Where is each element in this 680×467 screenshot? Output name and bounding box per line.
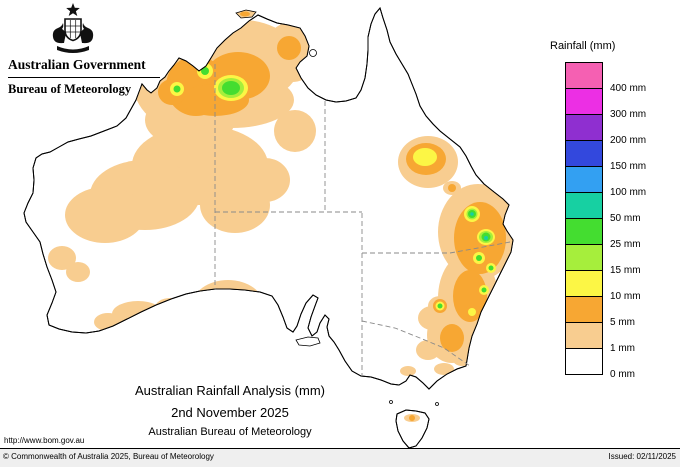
legend-swatch: 200 mm <box>565 114 646 146</box>
legend-entry-label: 300 mm <box>610 109 647 120</box>
state-borders <box>214 64 511 375</box>
footer-url: http://www.bom.gov.au <box>4 436 85 445</box>
footer-divider <box>0 448 680 449</box>
footer-issued: Issued: 02/11/2025 <box>608 452 676 461</box>
bureau-title: Bureau of Meteorology <box>8 82 132 96</box>
legend-rows: 400 mm 300 mm 200 mm 150 mm 100 mm 50 mm… <box>565 62 678 380</box>
legend-entry-label: 100 mm <box>610 187 647 198</box>
footer-bar: © Commonwealth of Australia 2025, Bureau… <box>0 449 680 467</box>
legend-swatch: 25 mm <box>565 218 641 250</box>
government-title: Australian Government <box>8 57 146 72</box>
coat-of-arms-icon <box>52 3 94 53</box>
legend-entry-label: 150 mm <box>610 161 647 172</box>
rain-band-50mm <box>470 212 488 240</box>
legend-swatch: 400 mm <box>565 62 646 94</box>
header: Australian Government Bureau of Meteorol… <box>8 2 183 97</box>
legend-entry-label: 200 mm <box>610 135 647 146</box>
legend-entry-label: 0 mm <box>610 369 635 380</box>
legend-entry-label: 5 mm <box>610 317 635 328</box>
legend-title: Rainfall (mm) <box>550 40 616 52</box>
legend-swatch: 10 mm <box>565 270 641 302</box>
legend-entry-label: 15 mm <box>610 265 641 276</box>
caption-organisation: Australian Bureau of Meteorology <box>148 426 312 438</box>
legend-entry-label: 50 mm <box>610 213 641 224</box>
legend-entry-label: 25 mm <box>610 239 641 250</box>
legend-swatch: 1 mm <box>565 322 635 354</box>
legend-entry-label: 1 mm <box>610 343 635 354</box>
legend-swatch: 150 mm <box>565 140 646 172</box>
rainfall-legend: Rainfall (mm) 400 mm 300 mm 200 mm 150 m… <box>548 40 678 380</box>
legend-swatch: 0 mm <box>565 348 635 380</box>
legend-entry-label: 400 mm <box>610 83 647 94</box>
legend-swatch: 300 mm <box>565 88 646 120</box>
islands <box>235 9 439 406</box>
legend-swatch: 5 mm <box>565 296 635 328</box>
map-caption: Australian Rainfall Analysis (mm) 2nd No… <box>70 383 390 438</box>
footer-copyright: © Commonwealth of Australia 2025, Bureau… <box>3 452 214 461</box>
legend-swatch: 15 mm <box>565 244 641 276</box>
legend-entry-label: 10 mm <box>610 291 641 302</box>
legend-swatch: 50 mm <box>565 192 641 224</box>
header-divider <box>8 77 160 78</box>
legend-swatch: 100 mm <box>565 166 646 198</box>
caption-title: Australian Rainfall Analysis (mm) <box>134 383 325 398</box>
caption-date: 2nd November 2025 <box>171 405 289 420</box>
